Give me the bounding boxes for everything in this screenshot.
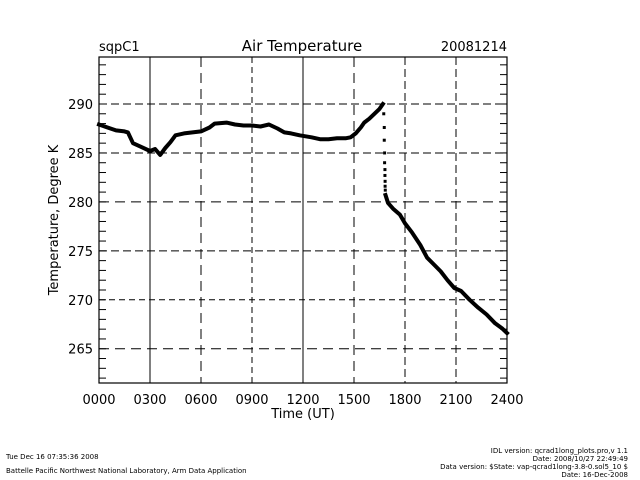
footer-data-date: Date: 16-Dec-2008 — [561, 471, 628, 479]
y-tick-label: 265 — [68, 343, 93, 358]
data-point — [383, 168, 387, 172]
data-point — [383, 173, 387, 177]
data-point — [383, 151, 387, 155]
data-point — [382, 112, 386, 116]
y-tick-label: 270 — [68, 294, 93, 309]
data-point — [383, 188, 387, 192]
series-line — [382, 192, 510, 336]
y-tick-label: 285 — [68, 147, 93, 162]
x-tick-label: 0900 — [235, 393, 268, 408]
y-axis-label: Temperature, Degree K — [47, 144, 62, 296]
chart-title: Air Temperature — [242, 37, 362, 55]
x-tick-label: 0600 — [184, 393, 217, 408]
footer-timestamp: Tue Dec 16 07:35:36 2008 — [6, 453, 99, 461]
series-line — [96, 101, 386, 157]
y-tick-label: 290 — [68, 98, 93, 113]
site-label: sqpC1 — [99, 40, 140, 55]
footer-idl-date: Date: 2008/10/27 22:49:49 — [532, 455, 628, 463]
x-tick-label: 1500 — [337, 393, 370, 408]
x-tick-label: 1200 — [286, 393, 319, 408]
grid — [99, 57, 507, 383]
x-tick-label: 2400 — [490, 393, 523, 408]
plot-frame — [98, 56, 508, 384]
data-point — [383, 179, 387, 183]
x-tick-labels: 0000 0300 0600 0900 1200 1500 1800 2100 2400 — [82, 393, 523, 408]
footer-idl-version: IDL version: qcrad1long_plots.pro,v 1.1 — [490, 447, 628, 455]
footer-organization: Battelle Pacific Northwest National Labo… — [6, 467, 247, 475]
x-axis-label: Time (UT) — [270, 407, 335, 422]
date-label: 20081214 — [441, 40, 507, 55]
y-tick-label: 280 — [68, 196, 93, 211]
footer-data-version: Data version: $State: vap-qcrad1long-3.8… — [440, 463, 628, 471]
data-point — [383, 161, 387, 165]
data-point — [382, 125, 386, 129]
x-tick-label: 2100 — [439, 393, 472, 408]
y-tick-label: 275 — [68, 245, 93, 260]
x-tick-label: 0300 — [133, 393, 166, 408]
x-tick-label: 0000 — [82, 393, 115, 408]
data-point — [383, 184, 387, 188]
series-group — [96, 101, 510, 336]
y-tick-labels: 265 270 275 280 285 290 — [68, 98, 93, 358]
data-point — [382, 138, 386, 142]
x-tick-label: 1800 — [388, 393, 421, 408]
